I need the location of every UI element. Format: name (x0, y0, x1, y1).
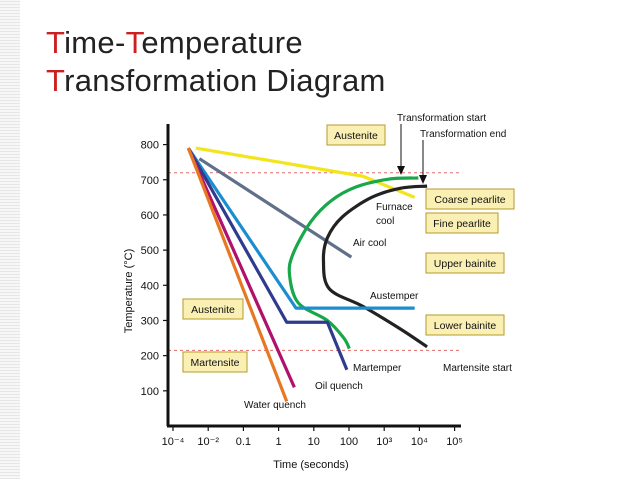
y-tick-label: 200 (141, 351, 159, 363)
slide-edge-pattern (0, 0, 20, 479)
x-tick-label: 10⁴ (411, 436, 428, 448)
series-water-quench (186, 147, 289, 402)
svg-text:Austenite: Austenite (334, 130, 378, 142)
annotation-transformation-start: Transformation start (397, 113, 486, 124)
svg-text:Fine pearlite: Fine pearlite (433, 218, 491, 230)
annotation-austemper: Austemper (370, 291, 419, 302)
x-axis-label: Time (seconds) (273, 459, 348, 471)
x-tick-label: 10⁻² (197, 436, 219, 448)
y-tick-label: 100 (141, 386, 159, 398)
region-label-fine-pearlite: Fine pearlite (425, 212, 499, 234)
slide-title: Time-Temperature Transformation Diagram (46, 24, 386, 100)
furnace-cool-line1: Furnace (376, 202, 413, 213)
y-tick-label: 600 (141, 210, 159, 222)
svg-text:Martensite: Martensite (190, 357, 239, 369)
annotation-water-quench: Water quench (244, 400, 306, 411)
y-axis-label: Temperature (°C) (123, 249, 135, 333)
y-tick-label: 300 (141, 315, 159, 327)
title-initial: T (46, 63, 65, 98)
region-label-lower-bainite: Lower bainite (425, 314, 505, 336)
region-label-martensite: Martensite (182, 351, 248, 373)
title-text: ransformation Diagram (64, 63, 386, 98)
x-tick-label: 10 (308, 436, 320, 448)
x-tick-label: 100 (340, 436, 358, 448)
x-tick-label: 1 (276, 436, 282, 448)
annotation-furnace-cool: Furnace cool (376, 202, 415, 227)
svg-text:Austenite: Austenite (191, 304, 235, 316)
y-tick-label: 400 (141, 280, 159, 292)
title-initial: T (125, 25, 142, 60)
arrow-transformation-start (397, 124, 405, 175)
svg-text:Lower bainite: Lower bainite (434, 320, 497, 332)
annotation-martemper: Martemper (353, 363, 402, 374)
series-oil-quench (186, 147, 296, 388)
region-label-austenite-top: Austenite (326, 124, 386, 146)
x-tick-label: 0.1 (236, 436, 251, 448)
region-label-austenite-lower: Austenite (182, 298, 244, 320)
x-tick-label: 10⁻⁴ (162, 436, 185, 448)
y-tick-label: 700 (141, 175, 159, 187)
annotation-oil-quench: Oil quench (315, 381, 363, 392)
annotation-air-cool: Air cool (353, 238, 386, 249)
ttt-diagram: 800 700 600 500 400 300 200 100 10⁻⁴ 10⁻² 0.1 1 10 1… (123, 113, 515, 471)
region-label-coarse-pearlite: Coarse pearlite (425, 188, 515, 210)
series-austemper (187, 147, 415, 310)
arrow-transformation-end (419, 140, 427, 184)
title-text: emperature (141, 25, 303, 60)
x-tick-label: 10⁵ (446, 436, 463, 448)
annotation-transformation-end: Transformation end (420, 129, 506, 140)
furnace-cool-line2: cool (376, 216, 394, 227)
title-initial: T (46, 25, 65, 60)
x-tick-label: 10³ (376, 436, 392, 448)
series-transformation-end (321, 184, 428, 349)
title-text: ime- (64, 25, 126, 60)
series-martemper (186, 147, 349, 371)
series-transformation-start (287, 176, 419, 350)
y-tick-label: 800 (141, 140, 159, 152)
region-label-upper-bainite: Upper bainite (425, 252, 505, 274)
ttt-diagram-figure: 800 700 600 500 400 300 200 100 10⁻⁴ 10⁻² 0.1 1 10 1… (121, 109, 519, 479)
annotation-martensite-start: Martensite start (443, 363, 512, 374)
svg-text:Coarse pearlite: Coarse pearlite (434, 194, 505, 206)
y-tick-label: 500 (141, 245, 159, 257)
svg-text:Upper bainite: Upper bainite (434, 258, 497, 270)
